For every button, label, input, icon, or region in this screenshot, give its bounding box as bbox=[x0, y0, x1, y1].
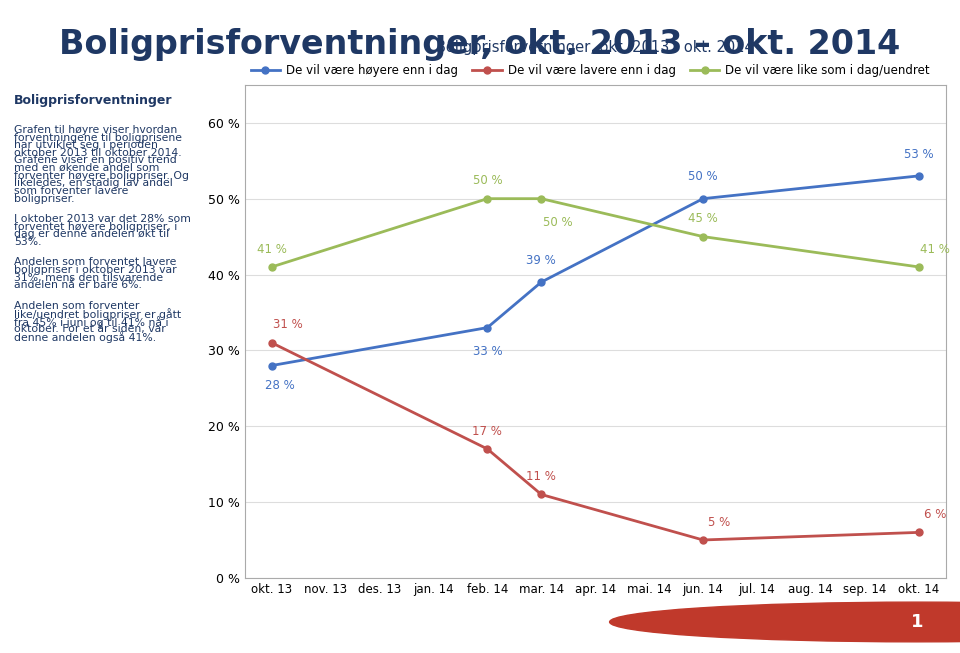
Text: Boligprisforventninger, okt. 2013 – okt. 2014: Boligprisforventninger, okt. 2013 – okt.… bbox=[60, 28, 900, 61]
Line: De vil være høyere enn i dag: De vil være høyere enn i dag bbox=[268, 172, 923, 369]
Text: boligpriser.: boligpriser. bbox=[14, 194, 75, 204]
Text: 39 %: 39 % bbox=[526, 254, 556, 267]
De vil være lavere enn i dag bbox=[266, 339, 277, 347]
Text: Grafen til høyre viser hvordan: Grafen til høyre viser hvordan bbox=[14, 125, 178, 135]
Circle shape bbox=[610, 602, 960, 642]
Legend: De vil være høyere enn i dag, De vil være lavere enn i dag, De vil være like som: De vil være høyere enn i dag, De vil vær… bbox=[251, 64, 930, 76]
De vil være like som i dag/uendret bbox=[697, 232, 708, 240]
Text: Boligprisforvetninger, okt. 2013 - okt. 2014: Boligprisforvetninger, okt. 2013 - okt. … bbox=[437, 40, 754, 56]
De vil være høyere enn i dag bbox=[913, 172, 924, 180]
Text: 41 %: 41 % bbox=[920, 242, 949, 255]
Text: 45 %: 45 % bbox=[688, 212, 718, 225]
Text: 1: 1 bbox=[910, 613, 924, 631]
Text: 31%, mens den tilsvarende: 31%, mens den tilsvarende bbox=[14, 273, 163, 283]
Text: I oktober 2013 var det 28% som: I oktober 2013 var det 28% som bbox=[14, 214, 191, 224]
De vil være høyere enn i dag bbox=[266, 362, 277, 370]
Text: 50 %: 50 % bbox=[688, 170, 718, 183]
Text: 50 %: 50 % bbox=[472, 174, 502, 187]
Text: forventer høyere boligpriser. Og: forventer høyere boligpriser. Og bbox=[14, 170, 189, 181]
De vil være høyere enn i dag bbox=[482, 324, 493, 332]
Text: oktober 2013 til oktober 2014.: oktober 2013 til oktober 2014. bbox=[14, 148, 181, 158]
Text: 41 %: 41 % bbox=[257, 242, 287, 255]
Text: Andelen som forventet lavere: Andelen som forventet lavere bbox=[14, 257, 177, 267]
Text: Grafene viser en positiv trend: Grafene viser en positiv trend bbox=[14, 155, 177, 165]
Text: 31 %: 31 % bbox=[273, 319, 302, 331]
Text: boligpriser i oktober 2013 var: boligpriser i oktober 2013 var bbox=[14, 265, 177, 275]
Text: 53%.: 53%. bbox=[14, 237, 41, 247]
Text: 5 %: 5 % bbox=[708, 516, 731, 529]
Text: 33 %: 33 % bbox=[472, 345, 502, 358]
De vil være like som i dag/uendret bbox=[266, 263, 277, 271]
Text: 53 %: 53 % bbox=[903, 148, 933, 161]
De vil være like som i dag/uendret bbox=[482, 195, 493, 202]
Text: denne andelen også 41%.: denne andelen også 41%. bbox=[14, 331, 156, 343]
De vil være like som i dag/uendret bbox=[536, 195, 547, 202]
Text: 28 %: 28 % bbox=[265, 379, 295, 392]
Text: Kilde: Forbrukerundersøkelser, N=1 000: Kilde: Forbrukerundersøkelser, N=1 000 bbox=[67, 615, 346, 629]
Text: andelen nå er bare 6%.: andelen nå er bare 6%. bbox=[14, 280, 142, 291]
Line: De vil være like som i dag/uendret: De vil være like som i dag/uendret bbox=[268, 195, 923, 270]
De vil være like som i dag/uendret bbox=[913, 263, 924, 271]
De vil være høyere enn i dag bbox=[697, 195, 708, 202]
Text: fra 45% i juni og til 41% nå i: fra 45% i juni og til 41% nå i bbox=[14, 316, 169, 328]
Text: like/uendret boligpriser er gått: like/uendret boligpriser er gått bbox=[14, 308, 181, 320]
De vil være lavere enn i dag bbox=[913, 528, 924, 536]
Text: 50 %: 50 % bbox=[542, 216, 572, 229]
Line: De vil være lavere enn i dag: De vil være lavere enn i dag bbox=[268, 340, 923, 543]
Text: Boligprisforventninger: Boligprisforventninger bbox=[14, 95, 173, 107]
Text: forventningene til boligprisene: forventningene til boligprisene bbox=[14, 133, 182, 142]
Text: Andelen som forventer: Andelen som forventer bbox=[14, 300, 139, 311]
Text: likeledes, en stadig lav andel: likeledes, en stadig lav andel bbox=[14, 178, 173, 189]
De vil være høyere enn i dag bbox=[536, 278, 547, 286]
Text: har utviklet seg i perioden: har utviklet seg i perioden bbox=[14, 140, 158, 150]
Text: 8: 8 bbox=[24, 614, 35, 629]
De vil være lavere enn i dag bbox=[536, 490, 547, 498]
De vil være lavere enn i dag bbox=[697, 536, 708, 544]
Text: dag er denne andelen økt til: dag er denne andelen økt til bbox=[14, 229, 169, 240]
Text: 6 %: 6 % bbox=[924, 508, 946, 521]
Text: oktober. For et år siden, var: oktober. For et år siden, var bbox=[14, 324, 166, 334]
Text: forventet høyere boligpriser, i: forventet høyere boligpriser, i bbox=[14, 222, 178, 232]
Text: EiendomsMegler: EiendomsMegler bbox=[720, 613, 888, 631]
Text: 11 %: 11 % bbox=[526, 470, 556, 483]
De vil være lavere enn i dag bbox=[482, 445, 493, 453]
Text: 17 %: 17 % bbox=[472, 424, 502, 438]
Text: som forventer lavere: som forventer lavere bbox=[14, 186, 129, 196]
Text: med en økende andel som: med en økende andel som bbox=[14, 163, 159, 173]
